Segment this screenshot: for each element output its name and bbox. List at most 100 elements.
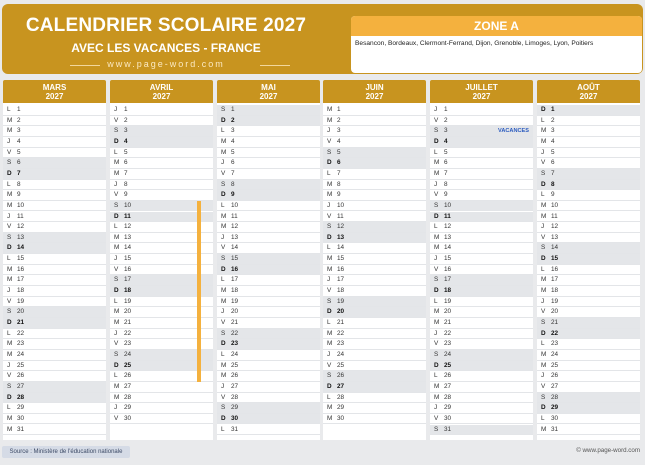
- month-name: MARS: [42, 83, 67, 92]
- day-number: 1: [551, 106, 555, 113]
- day-letter: D: [327, 382, 332, 390]
- day-letter: S: [7, 308, 12, 316]
- day-row: L 30: [537, 414, 640, 425]
- day-row: L 16: [537, 265, 640, 276]
- day-row: M 29: [323, 403, 426, 414]
- day-row: V 23: [110, 339, 213, 350]
- day-number: 30: [124, 414, 132, 422]
- day-row: S 29: [217, 403, 320, 414]
- day-number: 8: [551, 180, 555, 188]
- day-number: 9: [124, 191, 128, 199]
- day-row: M 23: [323, 339, 426, 350]
- day-number: 11: [231, 212, 238, 220]
- day-letter: M: [114, 308, 120, 316]
- day-number: 26: [231, 372, 239, 380]
- day-row: S 21: [537, 318, 640, 329]
- day-letter: V: [434, 191, 439, 199]
- day-number: 30: [231, 414, 239, 422]
- day-row: M 31: [3, 425, 106, 436]
- day-row: M 21: [430, 318, 533, 329]
- day-row: M 24: [537, 350, 640, 361]
- day-number: 22: [124, 329, 132, 337]
- day-number: 26: [444, 372, 452, 380]
- day-number: 21: [231, 319, 239, 326]
- day-letter: S: [114, 127, 119, 135]
- day-number: 26: [124, 372, 132, 380]
- day-row: J 26: [537, 371, 640, 382]
- day-number: 23: [231, 340, 239, 348]
- day-letter: L: [541, 265, 545, 273]
- day-row: M 30: [3, 414, 106, 425]
- day-row: M 13: [110, 233, 213, 244]
- day-row: M 19: [217, 297, 320, 308]
- day-letter: S: [327, 372, 332, 380]
- day-row: M 11: [217, 212, 320, 223]
- day-number: 21: [124, 319, 132, 326]
- day-number: 22: [231, 329, 239, 337]
- day-letter: D: [434, 212, 439, 220]
- day-letter: D: [114, 212, 119, 220]
- month-name: AOÛT: [577, 83, 600, 92]
- day-row: M 16: [3, 265, 106, 276]
- day-number: 10: [337, 201, 345, 209]
- day-letter: S: [221, 255, 226, 263]
- day-row: L 26: [110, 371, 213, 382]
- day-number: 4: [17, 137, 21, 145]
- day-letter: L: [541, 191, 545, 199]
- day-letter: J: [7, 212, 11, 220]
- month-column: MARS 2027 L 1 M 2 M 3 J 4 V 5 S 6 D 7 L 8 M 9 M 10 J 11 V 12 S 13 D 1…: [3, 80, 106, 440]
- day-letter: D: [327, 308, 332, 316]
- day-row: J 10: [323, 201, 426, 212]
- day-letter: V: [114, 265, 119, 273]
- day-letter: V: [221, 244, 226, 252]
- day-letter: D: [541, 404, 546, 412]
- day-number: 1: [17, 106, 21, 113]
- day-number: 16: [17, 265, 25, 273]
- zone-cities: Besancon, Bordeaux, Clermont-Ferrand, Di…: [355, 40, 594, 47]
- day-row: S 19: [323, 296, 426, 308]
- day-letter: S: [541, 319, 546, 326]
- day-letter: J: [7, 361, 11, 369]
- day-letter: M: [541, 350, 547, 358]
- day-number: 24: [337, 350, 345, 358]
- day-number: 28: [444, 393, 452, 401]
- zone-title: ZONE A: [351, 16, 642, 36]
- day-letter: S: [114, 276, 119, 284]
- day-letter: V: [327, 137, 332, 145]
- day-letter: V: [221, 319, 226, 326]
- day-number: 9: [337, 191, 341, 199]
- day-letter: V: [541, 308, 546, 316]
- day-number: 12: [17, 223, 25, 231]
- day-number: 25: [551, 361, 559, 369]
- day-row: M 27: [110, 382, 213, 393]
- day-row: V 16: [110, 265, 213, 276]
- month-name: JUIN: [365, 83, 384, 92]
- day-row: D 18: [110, 286, 213, 297]
- day-number: 13: [17, 233, 25, 241]
- day-row: L 12: [430, 222, 533, 233]
- day-number: 23: [337, 340, 345, 348]
- footer-website: © www.page-word.com: [576, 447, 640, 454]
- month-header: AOÛT 2027: [537, 80, 640, 103]
- day-number: 16: [444, 265, 452, 273]
- day-row: L 26: [430, 371, 533, 382]
- day-number: 25: [444, 361, 452, 369]
- day-row: S 26: [323, 371, 426, 382]
- day-row: M 13: [430, 233, 533, 244]
- month-days: S 1 D 2 L 3 M 4 M 5 J 6 V 7 S 8 D 9 L 10 M 11 M 12 J 13 V 14 S 15 D 16 L…: [217, 103, 320, 440]
- day-number: 6: [444, 159, 448, 167]
- header-banner: CALENDRIER SCOLAIRE 2027 AVEC LES VACANC…: [2, 4, 643, 74]
- day-letter: L: [327, 319, 331, 326]
- day-row: J 29: [110, 403, 213, 414]
- day-letter: M: [7, 265, 13, 273]
- day-row: D 21: [3, 318, 106, 329]
- day-number: 29: [551, 404, 559, 412]
- month-days: J 1 V 2 S 3 D 4 L 5 M 6 M 7 J 8 V 9 S 10 D 11 L 12 M 13 M 14 J 15 V 16 S…: [110, 103, 213, 440]
- day-row: V 18: [323, 286, 426, 297]
- day-letter: M: [221, 361, 227, 369]
- day-number: 25: [17, 361, 25, 369]
